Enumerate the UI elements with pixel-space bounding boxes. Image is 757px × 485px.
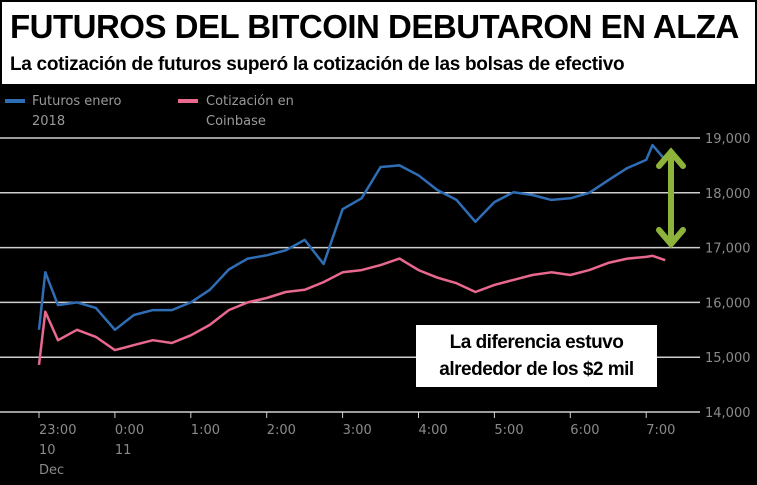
x-tick-label: 5:00 [494,423,523,438]
x-tick-label: Dec [39,463,64,478]
x-tick-label: 0:00 [115,423,144,438]
legend-label-coinbase: Cotización en [206,94,294,109]
series-line-0 [37,143,667,332]
x-tick-label: 2:00 [267,423,296,438]
chart-title: FUTUROS DEL BITCOIN DEBUTARON EN ALZA [10,8,739,45]
annotation-line-1: La diferencia estuvo [449,332,624,353]
x-tick-label: 7:00 [646,423,675,438]
annotation-line-2: alrededor de los $2 mil [439,359,634,380]
y-tick-label: 15,000 [705,351,751,366]
y-tick-label: 17,000 [705,242,751,257]
legend-label-futuros: Futuros enero [32,94,122,109]
y-tick-label: 14,000 [705,406,751,421]
x-tick-label: 6:00 [570,423,599,438]
legend-label-coinbase-2: Coinbase [206,114,266,129]
series-line-1 [37,254,666,366]
x-tick-label: 3:00 [343,423,372,438]
x-tick-label: 23:00 [39,423,76,438]
chart-subtitle: La cotización de futuros superó la cotiz… [10,54,625,75]
x-tick-label: 11 [115,443,132,458]
y-tick-label: 19,000 [705,132,751,147]
y-tick-label: 18,000 [705,187,751,202]
double-arrow-icon [656,147,686,249]
x-tick-label: 1:00 [191,423,220,438]
y-tick-label: 16,000 [705,296,751,311]
annotation-box: La diferencia estuvo alrededor de los $2… [416,325,657,387]
header-box: FUTUROS DEL BITCOIN DEBUTARON EN ALZA La… [0,0,757,86]
legend-label-futuros-2: 2018 [32,114,65,129]
x-tick-label: 4:00 [419,423,448,438]
x-tick-label: 10 [39,443,56,458]
